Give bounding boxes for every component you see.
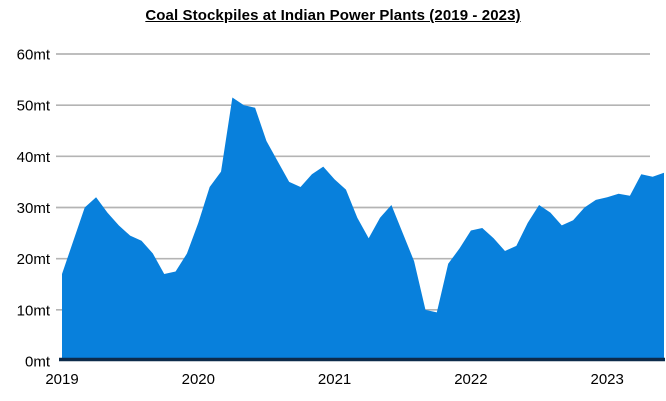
x-axis-tick-label: 2023 — [591, 371, 624, 388]
y-axis-tick-label: 10mt — [17, 302, 51, 319]
y-axis-tick-label: 50mt — [17, 98, 51, 115]
x-axis-tick-label: 2019 — [45, 371, 78, 388]
x-axis-tick-label: 2021 — [318, 371, 351, 388]
y-axis-tick-label: 30mt — [17, 200, 51, 217]
y-axis-tick-label: 20mt — [17, 251, 51, 268]
y-axis-tick-label: 60mt — [17, 47, 51, 64]
chart-title: Coal Stockpiles at Indian Power Plants (… — [145, 7, 521, 24]
y-axis-tick-label: 40mt — [17, 149, 51, 166]
coal-stockpile-area — [62, 97, 664, 362]
y-axis-tick-label: 0mt — [25, 354, 51, 371]
x-axis-tick-label: 2022 — [454, 371, 487, 388]
x-axis-tick-label: 2020 — [182, 371, 215, 388]
